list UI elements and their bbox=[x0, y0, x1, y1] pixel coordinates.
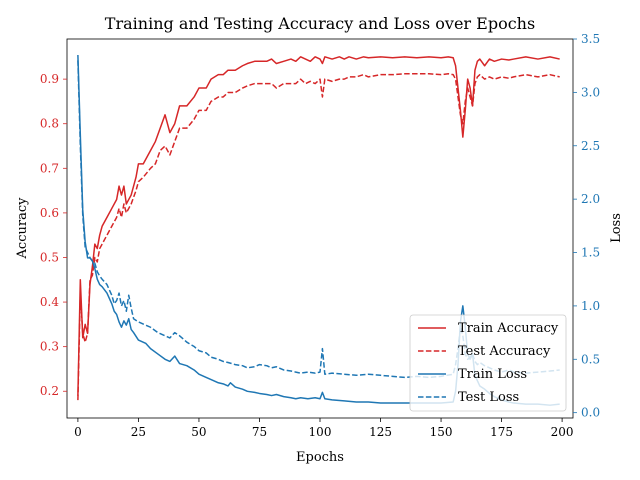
left-y-tick-label: 0.8 bbox=[40, 117, 59, 131]
left-y-axis-label: Accuracy bbox=[15, 197, 30, 260]
x-tick-label: 75 bbox=[252, 425, 267, 439]
right-y-tick-label: 1.5 bbox=[581, 246, 600, 260]
right-y-tick-label: 2.5 bbox=[581, 139, 600, 153]
left-y-axis: 0.2 0.3 0.4 0.5 0.6 0.7 0.8 0.9 bbox=[40, 72, 67, 398]
legend-label: Test Accuracy bbox=[458, 344, 551, 359]
right-y-axis-label: Loss bbox=[609, 213, 624, 243]
legend-label: Test Loss bbox=[458, 390, 519, 405]
x-tick-label: 125 bbox=[369, 425, 392, 439]
chart-title: Training and Testing Accuracy and Loss o… bbox=[105, 14, 535, 33]
x-tick-label: 175 bbox=[490, 425, 513, 439]
legend-label: Train Accuracy bbox=[458, 321, 559, 336]
left-y-tick-label: 0.3 bbox=[40, 340, 59, 354]
right-y-tick-label: 0.5 bbox=[581, 352, 600, 366]
x-tick-label: 100 bbox=[309, 425, 332, 439]
x-tick-label: 200 bbox=[551, 425, 574, 439]
right-y-tick-label: 2.0 bbox=[581, 192, 600, 206]
left-y-tick-label: 0.6 bbox=[40, 206, 59, 220]
x-tick-label: 150 bbox=[430, 425, 453, 439]
series-line-test-accuracy bbox=[77, 73, 560, 401]
left-y-tick-label: 0.7 bbox=[40, 161, 59, 175]
legend: Train Accuracy Test Accuracy Train Loss Tes… bbox=[409, 314, 567, 412]
series-line-train-accuracy bbox=[77, 56, 560, 396]
left-y-tick-label: 0.2 bbox=[40, 384, 59, 398]
x-tick-label: 0 bbox=[74, 425, 82, 439]
right-y-tick-label: 0.0 bbox=[581, 406, 600, 420]
legend-label: Train Loss bbox=[458, 367, 527, 382]
left-y-tick-label: 0.4 bbox=[40, 295, 59, 309]
x-tick-label: 50 bbox=[191, 425, 206, 439]
right-y-axis: 0.0 0.5 1.0 1.5 2.0 2.5 3.0 3.5 bbox=[573, 32, 600, 420]
x-axis-label: Epochs bbox=[296, 450, 344, 465]
left-y-tick-label: 0.5 bbox=[40, 250, 59, 264]
right-y-tick-label: 1.0 bbox=[581, 299, 600, 313]
right-y-tick-label: 3.0 bbox=[581, 85, 600, 99]
legend-box bbox=[409, 314, 567, 412]
left-y-tick-label: 0.9 bbox=[40, 72, 59, 86]
x-tick-label: 25 bbox=[131, 425, 146, 439]
right-y-tick-label: 3.5 bbox=[581, 32, 600, 46]
x-axis: 0 25 50 75 100 125 150 175 200 bbox=[74, 418, 574, 439]
